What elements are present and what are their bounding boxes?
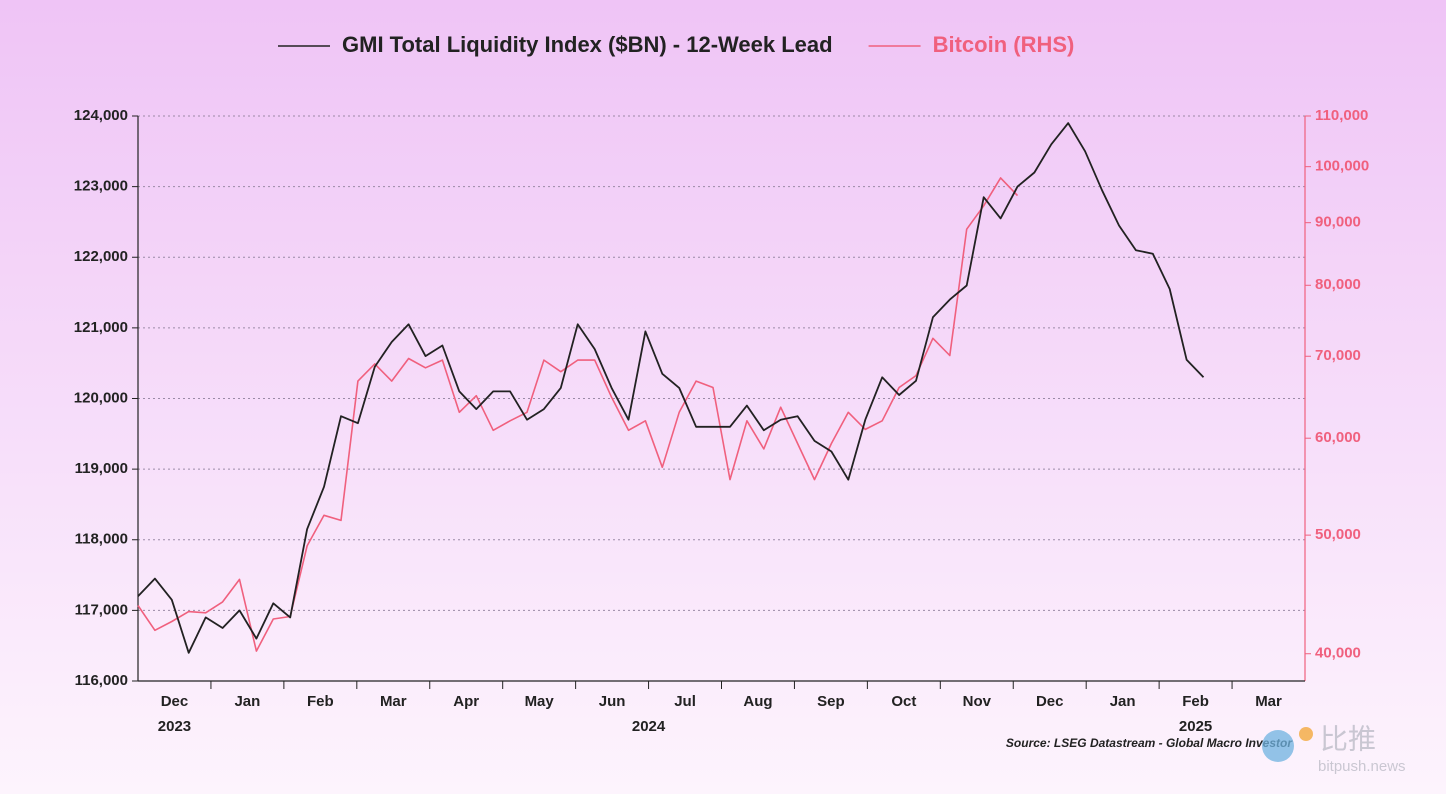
- series-line: [137, 177, 1019, 652]
- x-tick-label: Feb: [1182, 693, 1209, 710]
- x-tick-label: Mar: [1255, 693, 1282, 710]
- legend-label: Bitcoin (RHS): [933, 32, 1075, 57]
- x-tick-label: Jun: [599, 693, 626, 710]
- x-tick-label: Dec: [161, 693, 189, 710]
- y-tick-label: 118,000: [75, 531, 128, 548]
- x-tick-label: Feb: [307, 693, 334, 710]
- x-tick-label: Aug: [743, 693, 772, 710]
- x-tick-label: Apr: [453, 693, 479, 710]
- watermark-logo: [1262, 730, 1294, 762]
- x-tick-label: Jul: [674, 693, 696, 710]
- y-tick-label: 121,000: [74, 319, 128, 336]
- y-tick-label: 124,000: [74, 107, 128, 124]
- x-year-label: 2025: [1179, 718, 1212, 735]
- y-tick-label: 123,000: [74, 178, 128, 195]
- source-note: Source: LSEG Datastream - Global Macro I…: [1006, 736, 1293, 750]
- x-year-label: 2024: [632, 718, 666, 735]
- y-tick-label: 116,000: [75, 672, 128, 689]
- y2-tick-label: 80,000: [1315, 276, 1361, 293]
- y2-tick-label: 110,000: [1315, 107, 1368, 124]
- series-line: [137, 122, 1205, 654]
- y-tick-label: 120,000: [74, 389, 128, 406]
- y-tick-label: 122,000: [74, 248, 128, 265]
- x-tick-label: Oct: [891, 693, 916, 710]
- y2-tick-label: 50,000: [1315, 526, 1361, 543]
- y2-tick-label: 40,000: [1315, 645, 1361, 662]
- x-tick-label: Jan: [1110, 693, 1136, 710]
- legend-label: GMI Total Liquidity Index ($BN) - 12-Wee…: [342, 32, 833, 57]
- y-tick-label: 117,000: [75, 601, 128, 618]
- watermark-site: bitpush.news: [1318, 758, 1406, 775]
- y2-tick-label: 90,000: [1315, 214, 1361, 231]
- x-tick-label: Jan: [234, 693, 260, 710]
- x-tick-label: Mar: [380, 693, 407, 710]
- watermark: 比推 bitpush.news: [1262, 723, 1406, 775]
- x-tick-label: Sep: [817, 693, 845, 710]
- y2-tick-label: 70,000: [1315, 347, 1361, 364]
- x-tick-label: Nov: [963, 693, 992, 710]
- watermark-text: 比推: [1320, 723, 1376, 754]
- x-tick-label: May: [525, 693, 555, 710]
- watermark-coin: [1299, 727, 1313, 741]
- y2-tick-label: 60,000: [1315, 429, 1361, 446]
- y-tick-label: 119,000: [75, 460, 128, 477]
- y2-tick-label: 100,000: [1315, 158, 1369, 175]
- x-tick-label: Dec: [1036, 693, 1064, 710]
- x-year-label: 2023: [158, 718, 191, 735]
